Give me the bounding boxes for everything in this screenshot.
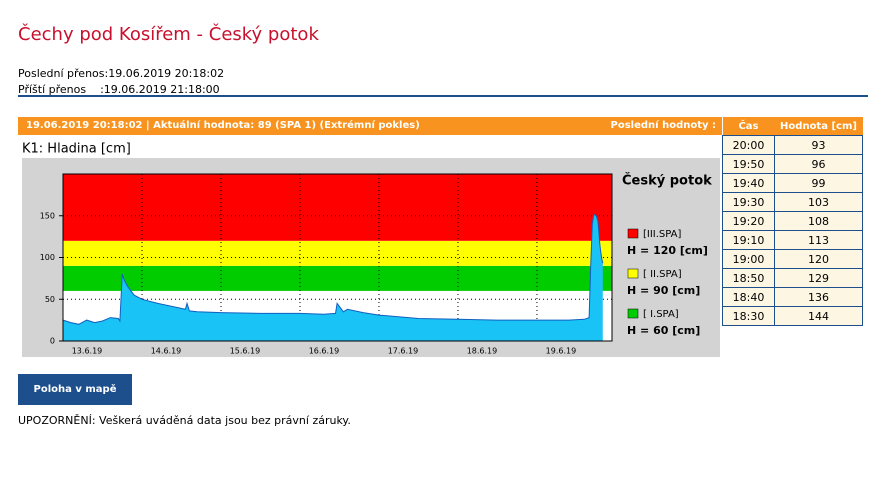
x-tick-label: 16.6.19 (309, 347, 340, 356)
legend-name: [III.SPA] (643, 229, 682, 240)
y-tick-label: 150 (40, 211, 55, 220)
value-cell: 136 (774, 287, 863, 307)
table-row: 18:30 144 (722, 306, 863, 326)
threshold-band (63, 240, 612, 266)
table-header: Čas Hodnota [cm] (722, 117, 863, 136)
time-cell: 19:00 (722, 249, 775, 269)
threshold-band (63, 265, 612, 291)
map-button[interactable]: Poloha v mapě (18, 374, 132, 405)
legend-swatch (627, 228, 639, 239)
x-tick-label: 15.6.19 (230, 347, 261, 356)
y-tick-label: 100 (40, 253, 55, 262)
table-row: 19:20 108 (722, 211, 863, 231)
page-title: Čechy pod Kosířem - Český potok (18, 24, 319, 45)
value-cell: 93 (774, 135, 863, 155)
chart: K1: Hladina [cm] Český potok 0 50 100 150 13… (22, 142, 720, 357)
header-cell: Čas (722, 117, 775, 136)
line (62, 213, 604, 325)
time-cell: 19:30 (722, 192, 775, 212)
y-tick-label: 50 (45, 295, 55, 304)
time-cell: 18:30 (722, 306, 775, 326)
time-cell: 20:00 (722, 135, 775, 155)
chart-title: K1: Hladina [cm] (22, 142, 131, 157)
time-cell: 18:40 (722, 287, 775, 307)
legend-title: Český potok (622, 173, 712, 189)
header-cell: Hodnota [cm] (774, 117, 863, 136)
table-row: 19:10 113 (722, 230, 863, 250)
last-values-label: Poslední hodnoty : (610, 120, 716, 131)
table-body: 20:00 93 19:50 96 19:40 99 19:30 103 19:20 108 19:… (722, 135, 863, 326)
warning: UPOZORNĚNÍ: Veškerá uváděná data jsou be… (18, 414, 351, 427)
values-table: Čas Hodnota [cm] 20:00 93 19:50 96 19:40 99 19… (722, 117, 863, 326)
value-cell: 96 (774, 154, 863, 174)
time-cell: 19:40 (722, 173, 775, 193)
time-cell: 18:50 (722, 268, 775, 288)
table-row: 19:30 103 (722, 192, 863, 212)
value-cell: 144 (774, 306, 863, 326)
time-cell: 19:10 (722, 230, 775, 250)
value-cell: 99 (774, 173, 863, 193)
table-row: 19:00 120 (722, 249, 863, 269)
divider (18, 95, 868, 97)
value-cell: 108 (774, 211, 863, 231)
legend-name: [ II.SPA] (643, 269, 682, 280)
status-text: 19.06.2019 20:18:02 | Aktuální hodnota: … (26, 120, 420, 131)
table-row: 19:40 99 (722, 173, 863, 193)
x-tick-label: 17.6.19 (388, 347, 419, 356)
legend-label: H = 60 [cm] (627, 324, 700, 337)
legend-label: H = 120 [cm] (627, 244, 708, 257)
legend-name: [ I.SPA] (643, 309, 679, 320)
value-cell: 129 (774, 268, 863, 288)
area (63, 214, 603, 341)
next-transfer: Příští přenos :19.06.2019 21:18:00 (18, 83, 220, 96)
x-tick-label: 13.6.19 (72, 347, 103, 356)
time-cell: 19:20 (722, 211, 775, 231)
last-transfer: Poslední přenos:19.06.2019 20:18:02 (18, 67, 225, 80)
x-tick-label: 14.6.19 (151, 347, 182, 356)
x-tick-label: 19.6.19 (546, 347, 577, 356)
y-tick-label: 0 (50, 337, 55, 346)
value-cell: 103 (774, 192, 863, 212)
table-row: 20:00 93 (722, 135, 863, 155)
time-cell: 19:50 (722, 154, 775, 174)
table-row: 18:40 136 (722, 287, 863, 307)
threshold-band (63, 174, 612, 241)
table-row: 18:50 129 (722, 268, 863, 288)
value-cell: 120 (774, 249, 863, 269)
plot-border (62, 173, 613, 342)
legend-swatch (627, 308, 639, 319)
status-bar: 19.06.2019 20:18:02 | Aktuální hodnota: … (18, 117, 722, 135)
table-row: 19:50 96 (722, 154, 863, 174)
x-tick-label: 18.6.19 (467, 347, 498, 356)
value-cell: 113 (774, 230, 863, 250)
legend-swatch (627, 268, 639, 279)
legend-label: H = 90 [cm] (627, 284, 700, 297)
